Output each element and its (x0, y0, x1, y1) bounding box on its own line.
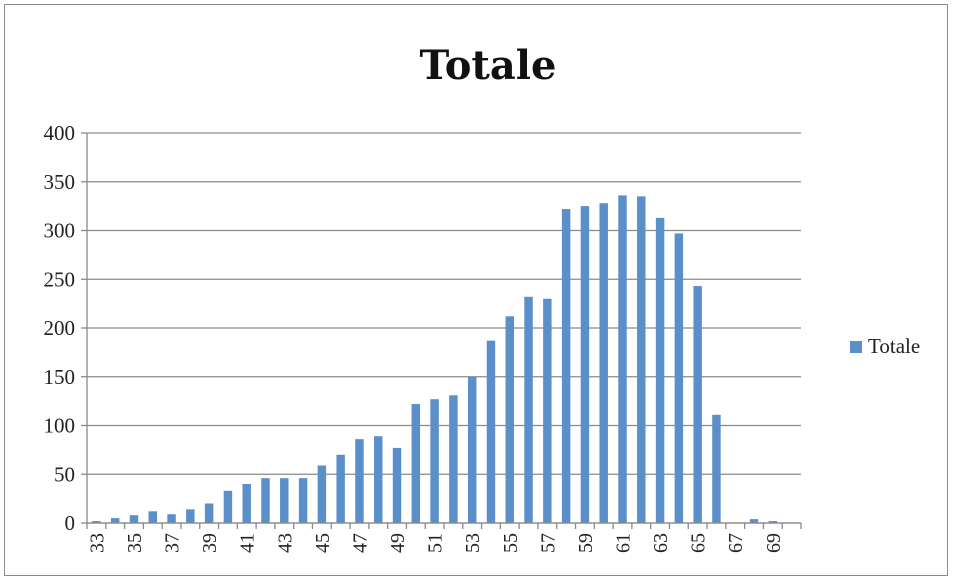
x-tick-label: 41 (237, 533, 259, 553)
x-tick-label: 35 (124, 533, 146, 553)
x-tick-label: 63 (650, 533, 672, 553)
y-tick-label: 0 (65, 511, 76, 535)
bar (223, 490, 233, 523)
bar (674, 233, 684, 524)
x-tick-label: 59 (575, 533, 597, 553)
bar (768, 521, 778, 523)
legend-swatch (850, 340, 862, 353)
bar (92, 521, 101, 523)
bar (505, 316, 514, 523)
bar (693, 286, 702, 523)
bar (167, 514, 176, 523)
y-tick-label: 100 (44, 414, 76, 438)
x-tick-label: 53 (462, 533, 484, 553)
bar (336, 454, 345, 523)
bar (467, 376, 477, 523)
bar (449, 395, 458, 523)
bar (430, 399, 439, 523)
x-tick-label: 39 (199, 533, 221, 553)
x-tick-label: 47 (349, 533, 371, 553)
bar (637, 196, 646, 523)
bar (186, 509, 195, 523)
x-tick-label: 55 (500, 533, 522, 553)
x-tick-label: 45 (312, 533, 334, 553)
chart-title: Totale (419, 42, 557, 89)
bar (618, 195, 627, 523)
x-tick-label: 69 (763, 533, 785, 553)
bar (411, 404, 421, 523)
bar (355, 439, 364, 523)
x-tick-label: 33 (86, 533, 108, 553)
bar (655, 217, 665, 523)
y-tick-label: 150 (44, 365, 76, 389)
bar (374, 436, 383, 523)
bar (242, 484, 251, 523)
bar (543, 298, 552, 523)
bar (392, 447, 402, 523)
y-tick-label: 300 (44, 219, 76, 243)
x-tick-label: 65 (688, 533, 710, 553)
bar (317, 465, 327, 523)
x-tick-label: 57 (537, 533, 559, 553)
y-axis: 0 50 100 150 200 250 300 350 400 (44, 121, 88, 535)
bar (204, 503, 214, 523)
bar (599, 203, 608, 523)
x-tick-label: 51 (425, 533, 447, 553)
y-tick-label: 50 (54, 462, 75, 486)
bars (92, 195, 778, 524)
x-tick-label: 49 (387, 533, 409, 553)
bar (486, 340, 496, 523)
x-tick-label: 37 (162, 533, 184, 553)
bar (561, 209, 571, 524)
x-axis: 33 35 37 39 41 43 45 47 49 51 53 55 57 59 61 63 65 67 69 (86, 522, 802, 553)
bar (298, 478, 308, 523)
bar (148, 511, 157, 523)
x-tick-label: 67 (725, 533, 747, 553)
legend-label: Totale (868, 334, 921, 358)
y-tick-label: 400 (44, 121, 76, 145)
legend: Totale (850, 334, 920, 359)
y-tick-label: 350 (44, 170, 76, 194)
bar (580, 206, 590, 523)
x-tick-label: 61 (613, 533, 635, 553)
bar (524, 296, 533, 523)
y-tick-label: 250 (44, 267, 76, 291)
bar (280, 478, 289, 523)
bar (749, 519, 759, 523)
bar (129, 515, 139, 523)
x-tick-label: 43 (274, 533, 296, 553)
y-tick-label: 200 (44, 316, 76, 340)
bar (261, 478, 270, 523)
bar (110, 518, 120, 523)
bar (712, 414, 721, 523)
